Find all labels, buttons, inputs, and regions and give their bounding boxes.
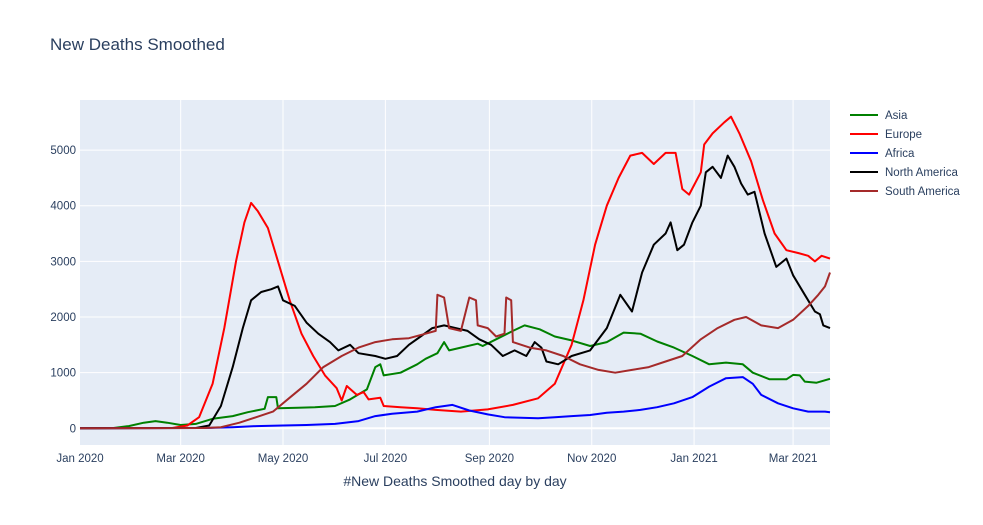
x-tick-label: Jan 2020 xyxy=(56,453,103,465)
x-axis-title: #New Deaths Smoothed day by day xyxy=(343,473,566,489)
y-tick-label: 1000 xyxy=(50,368,76,380)
x-tick-label: Nov 2020 xyxy=(567,453,616,465)
y-tick-label: 5000 xyxy=(50,145,76,157)
legend-item-north-america[interactable]: North America xyxy=(850,167,958,179)
legend-label: North America xyxy=(885,167,958,179)
tick-labels: Jan 2020 Mar 2020 May 2020 Jul 2020 Sep 2020… xyxy=(50,145,817,465)
x-tick-label: Sep 2020 xyxy=(465,453,514,465)
legend-label: Asia xyxy=(885,110,908,122)
series-line-north-america xyxy=(79,154,831,430)
x-tick-label: Mar 2020 xyxy=(156,453,205,465)
legend[interactable]: Asia Europe Africa North America South Ameri… xyxy=(850,110,960,198)
series-line-asia xyxy=(79,324,831,430)
legend-item-europe[interactable]: Europe xyxy=(850,129,922,141)
x-tick-label: Mar 2021 xyxy=(769,453,818,465)
plot-area xyxy=(80,100,830,445)
series-line-africa xyxy=(79,376,831,430)
legend-label: South America xyxy=(885,186,960,198)
legend-item-africa[interactable]: Africa xyxy=(850,148,915,160)
legend-label: Africa xyxy=(885,148,915,160)
y-tick-label: 2000 xyxy=(50,312,76,324)
chart-title: New Deaths Smoothed xyxy=(50,35,225,54)
series-lines xyxy=(79,115,831,430)
y-tick-label: 0 xyxy=(70,423,76,435)
legend-item-south-america[interactable]: South America xyxy=(850,186,960,198)
x-tick-label: Jul 2020 xyxy=(364,453,407,465)
y-tick-label: 4000 xyxy=(50,201,76,213)
x-tick-label: May 2020 xyxy=(258,453,309,465)
series-line-south-america xyxy=(79,272,831,430)
series-line-europe xyxy=(79,115,831,430)
legend-label: Europe xyxy=(885,129,922,141)
x-tick-label: Jan 2021 xyxy=(670,453,717,465)
y-tick-label: 3000 xyxy=(50,256,76,268)
legend-item-asia[interactable]: Asia xyxy=(850,110,908,122)
